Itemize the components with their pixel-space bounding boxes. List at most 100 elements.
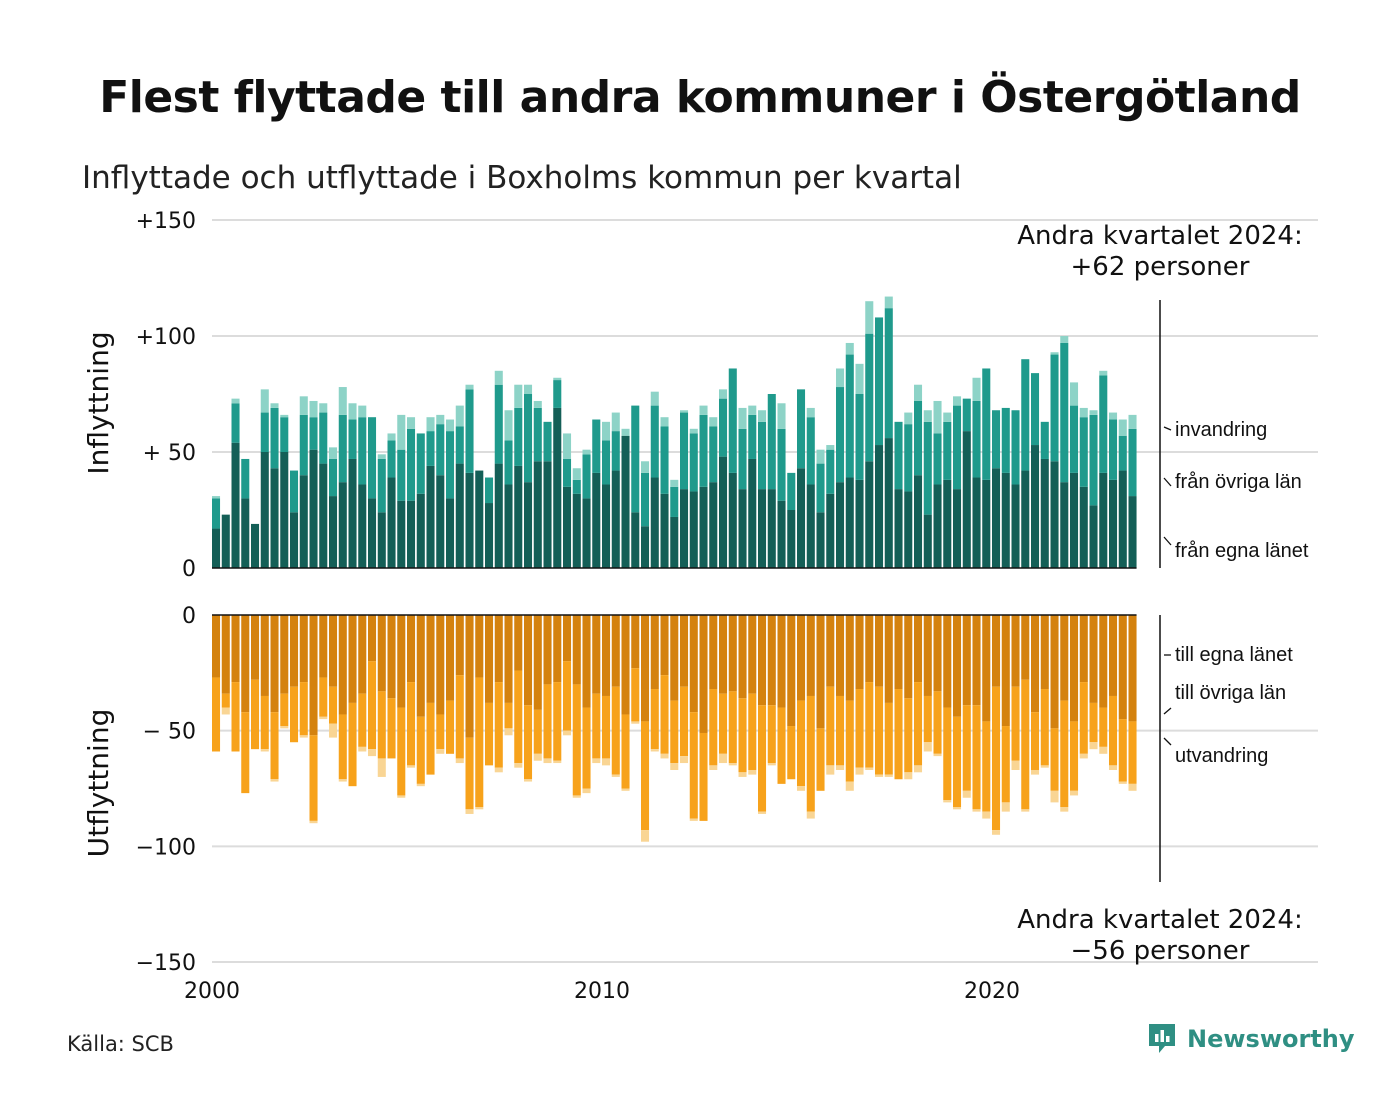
bar-out-own: [992, 615, 1001, 687]
bar-in-other: [309, 417, 318, 450]
bar-out-other: [212, 677, 221, 752]
bar-out-own: [436, 615, 445, 715]
bar-in-own: [670, 516, 679, 568]
bar-out-emig: [943, 800, 952, 803]
bar-out-own: [407, 615, 416, 683]
bar-out-other: [738, 698, 747, 773]
bar-out-own: [797, 615, 806, 701]
bar-out-own: [397, 615, 406, 708]
bar-in-own: [719, 456, 728, 568]
bar-in-other: [865, 333, 874, 462]
bar-out-own: [611, 615, 620, 687]
bar-out-own: [1118, 615, 1127, 720]
bar-in-other: [563, 458, 572, 487]
bar-out-own: [865, 615, 874, 683]
bar-in-other: [416, 433, 425, 494]
bar-out-emig: [797, 786, 806, 791]
bar-in-immig: [621, 428, 630, 436]
bar-out-other: [446, 700, 455, 754]
bar-out-own: [260, 615, 269, 696]
bar-in-other: [426, 431, 435, 466]
bar-out-own: [923, 615, 932, 696]
bar-in-other: [494, 384, 503, 464]
y-tick-label-top: +100: [136, 325, 196, 350]
bar-out-own: [1128, 615, 1137, 722]
bar-in-own: [280, 452, 289, 568]
bar-in-own: [582, 498, 591, 568]
bar-in-own: [1128, 496, 1137, 568]
bar-out-emig: [329, 723, 338, 738]
bar-out-own: [387, 615, 396, 699]
bar-in-other: [767, 394, 776, 490]
bar-in-own: [865, 461, 874, 568]
bar-in-immig: [806, 407, 815, 418]
bar-in-own: [797, 468, 806, 568]
bar-in-own: [738, 489, 747, 568]
bar-out-other: [836, 695, 845, 766]
bar-out-own: [855, 615, 864, 690]
bar-in-other: [748, 414, 757, 459]
bar-in-other: [319, 412, 328, 464]
bar-out-other: [689, 712, 698, 819]
bar-in-other: [611, 431, 620, 471]
bar-out-own: [758, 615, 767, 706]
bar-out-own: [816, 615, 825, 729]
bar-in-own: [1021, 470, 1030, 568]
bar-out-own: [660, 615, 669, 676]
bar-in-other: [728, 368, 737, 473]
series-label-fran-ovriga-lan: från övriga län: [1175, 471, 1302, 493]
bar-in-immig: [270, 403, 279, 408]
bar-in-other: [777, 428, 786, 501]
bar-out-emig: [631, 721, 640, 724]
bar-in-immig: [1128, 414, 1137, 429]
bar-out-other: [387, 698, 396, 759]
bar-in-other: [914, 400, 923, 476]
bar-out-emig: [806, 811, 815, 819]
bar-in-immig: [1079, 407, 1088, 418]
bar-in-own: [290, 512, 299, 568]
bar-out-other: [299, 682, 308, 736]
bar-out-other: [426, 702, 435, 775]
bar-out-other: [1099, 707, 1108, 747]
bar-in-other: [299, 414, 308, 476]
bar-out-emig: [524, 779, 533, 782]
bar-in-own: [524, 482, 533, 568]
bar-out-own: [767, 615, 776, 706]
bar-out-own: [1040, 615, 1049, 690]
bar-in-immig: [465, 384, 474, 390]
bar-in-own: [1079, 486, 1088, 568]
bar-in-immig: [602, 421, 611, 441]
bar-in-other: [329, 458, 338, 497]
bar-in-own: [777, 500, 786, 568]
bar-out-emig: [280, 726, 289, 729]
bar-in-other: [894, 421, 903, 490]
bar-in-immig: [446, 419, 455, 432]
bar-in-immig: [748, 405, 757, 415]
bar-out-own: [290, 615, 299, 687]
bar-in-immig: [1089, 410, 1098, 415]
bar-out-emig: [592, 758, 601, 764]
bar-in-immig: [836, 368, 845, 388]
bar-out-emig: [1021, 809, 1030, 812]
bar-in-other: [953, 405, 962, 490]
bar-out-emig: [260, 749, 269, 752]
bar-in-own: [299, 475, 308, 568]
bar-in-immig: [641, 461, 650, 473]
bar-out-own: [533, 615, 542, 710]
bar-in-own: [602, 484, 611, 568]
bar-out-other: [621, 714, 630, 789]
bar-in-own: [621, 435, 630, 568]
bar-out-own: [280, 615, 289, 694]
bar-in-other: [1060, 342, 1069, 483]
bar-out-other: [758, 705, 767, 812]
bar-in-immig: [494, 370, 503, 385]
bar-out-own: [894, 615, 903, 690]
bar-in-other: [738, 428, 747, 490]
bar-in-own: [1118, 470, 1127, 568]
bar-out-own: [1011, 615, 1020, 687]
y-axis-title-bottom: Utflyttning: [82, 709, 115, 858]
bar-out-own: [1060, 615, 1069, 701]
bar-out-other: [280, 693, 289, 727]
annotation-bottom-line1: Andra kvartalet 2024:: [1017, 905, 1302, 935]
bar-out-own: [348, 615, 357, 703]
